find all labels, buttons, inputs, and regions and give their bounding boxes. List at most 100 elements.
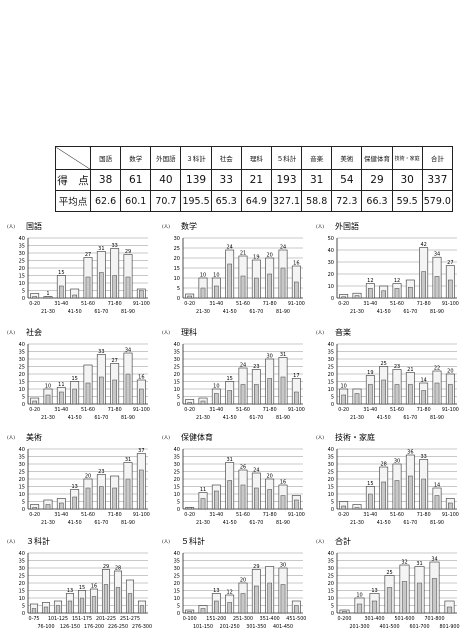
bar-inner: [32, 507, 37, 510]
bar-inner: [43, 606, 49, 614]
data-label: 23: [253, 364, 259, 370]
x-tick-label: 701-800: [424, 616, 444, 622]
y-tick-label: 5: [22, 288, 25, 294]
y-tick-label: 25: [19, 364, 25, 370]
y-tick-label: 25: [174, 573, 180, 579]
y-tick-label: 10: [19, 387, 25, 393]
x-tick-label: 176-200: [84, 624, 104, 630]
y-tick-label: 10: [328, 284, 334, 290]
chart-title: ５科計: [181, 536, 205, 546]
bar-inner: [394, 288, 400, 299]
data-label: 24: [240, 363, 246, 369]
data-label: 28: [115, 566, 121, 572]
average-cell: 66.3: [361, 190, 393, 212]
data-label: 15: [226, 376, 232, 382]
y-tick-label: 25: [328, 364, 334, 370]
y-tick-label: 10: [174, 387, 180, 393]
y-tick-label: 5: [177, 286, 180, 292]
bar-inner: [394, 480, 400, 510]
y-tick-label: 15: [174, 266, 180, 272]
bar-inner: [115, 587, 121, 614]
bar-inner: [421, 271, 426, 299]
data-label: 20: [447, 369, 453, 375]
y-tick-label: 25: [328, 469, 334, 475]
bar-inner: [448, 502, 453, 510]
y-tick-label: 40: [174, 551, 180, 557]
y-tick-label: 25: [19, 573, 25, 579]
data-label: 21: [407, 367, 413, 373]
y-tick-label: 25: [174, 469, 180, 475]
data-label: 42: [420, 242, 426, 248]
y-tick-label: 10: [328, 492, 334, 498]
y-tick-label: 35: [19, 558, 25, 564]
y-tick-label: 35: [174, 558, 180, 564]
bar-inner: [103, 584, 109, 614]
bar-inner: [448, 384, 453, 405]
data-label: 13: [71, 484, 77, 490]
x-tick-label: 41-50: [68, 309, 82, 315]
x-tick-label: 51-60: [81, 301, 95, 307]
bar-inner: [227, 390, 232, 405]
data-label: 11: [200, 487, 206, 493]
x-tick-label: 201-300: [349, 624, 369, 630]
x-tick-label: 301-350: [246, 624, 266, 630]
average-cell: 195.5: [180, 190, 212, 212]
bar-inner: [200, 287, 206, 299]
y-tick-label: 35: [328, 454, 334, 460]
unit-label: (人): [7, 539, 15, 545]
header-sanka: ３科計: [180, 146, 212, 170]
y-tick-label: 5: [177, 394, 180, 400]
unit-label: (人): [316, 435, 324, 441]
bar-inner: [200, 498, 206, 510]
y-tick-label: 30: [19, 566, 25, 572]
data-label: 37: [138, 448, 144, 454]
y-tick-label: 20: [328, 372, 334, 378]
data-label: 31: [280, 352, 286, 358]
data-label: 31: [98, 246, 104, 252]
x-tick-label: 71-80: [417, 512, 431, 518]
data-label: 20: [266, 253, 272, 259]
bar-inner: [267, 582, 272, 614]
y-tick-label: 40: [174, 447, 180, 453]
y-tick-label: 15: [174, 588, 180, 594]
y-tick-label: 50: [328, 236, 334, 242]
y-tick-label: 20: [174, 477, 180, 483]
y-tick-label: 0: [22, 296, 25, 302]
x-tick-label: 71-80: [108, 301, 122, 307]
data-label: 1: [46, 291, 49, 297]
bar-inner: [408, 475, 413, 510]
data-label: 27: [85, 252, 91, 258]
bar-inner: [434, 382, 440, 405]
chart-title: 音楽: [335, 327, 351, 337]
x-tick-label: 61-70: [249, 415, 263, 421]
bar-inner: [381, 379, 386, 405]
average-cell: 58.8: [301, 190, 333, 212]
y-tick-label: 5: [331, 603, 334, 609]
x-tick-label: 31-40: [209, 301, 223, 307]
x-tick-label: 151-200: [206, 616, 226, 622]
bar-inner: [227, 602, 232, 614]
chart-bijutsu: 美術(人)051015202530354013202331370-2021-30…: [7, 432, 150, 526]
x-tick-label: 351-400: [260, 616, 280, 622]
y-tick-label: 5: [22, 394, 25, 400]
y-tick-label: 40: [19, 551, 25, 557]
x-tick-label: 91-100: [288, 301, 305, 307]
bar-inner: [187, 507, 192, 510]
y-tick-label: 20: [174, 372, 180, 378]
y-tick-label: 30: [174, 462, 180, 468]
data-label: 19: [367, 370, 373, 376]
bar-inner: [434, 276, 440, 299]
bar-inner: [59, 391, 64, 405]
chart-title: 保健体育: [181, 432, 213, 442]
bar-inner: [381, 290, 386, 299]
average-cell: 70.7: [150, 190, 182, 212]
data-label: 31: [226, 457, 232, 463]
bar-inner: [280, 495, 286, 510]
x-tick-label: 21-30: [41, 309, 55, 315]
y-tick-label: 30: [328, 566, 334, 572]
x-tick-label: 21-30: [41, 415, 55, 421]
bar-inner: [368, 493, 373, 510]
